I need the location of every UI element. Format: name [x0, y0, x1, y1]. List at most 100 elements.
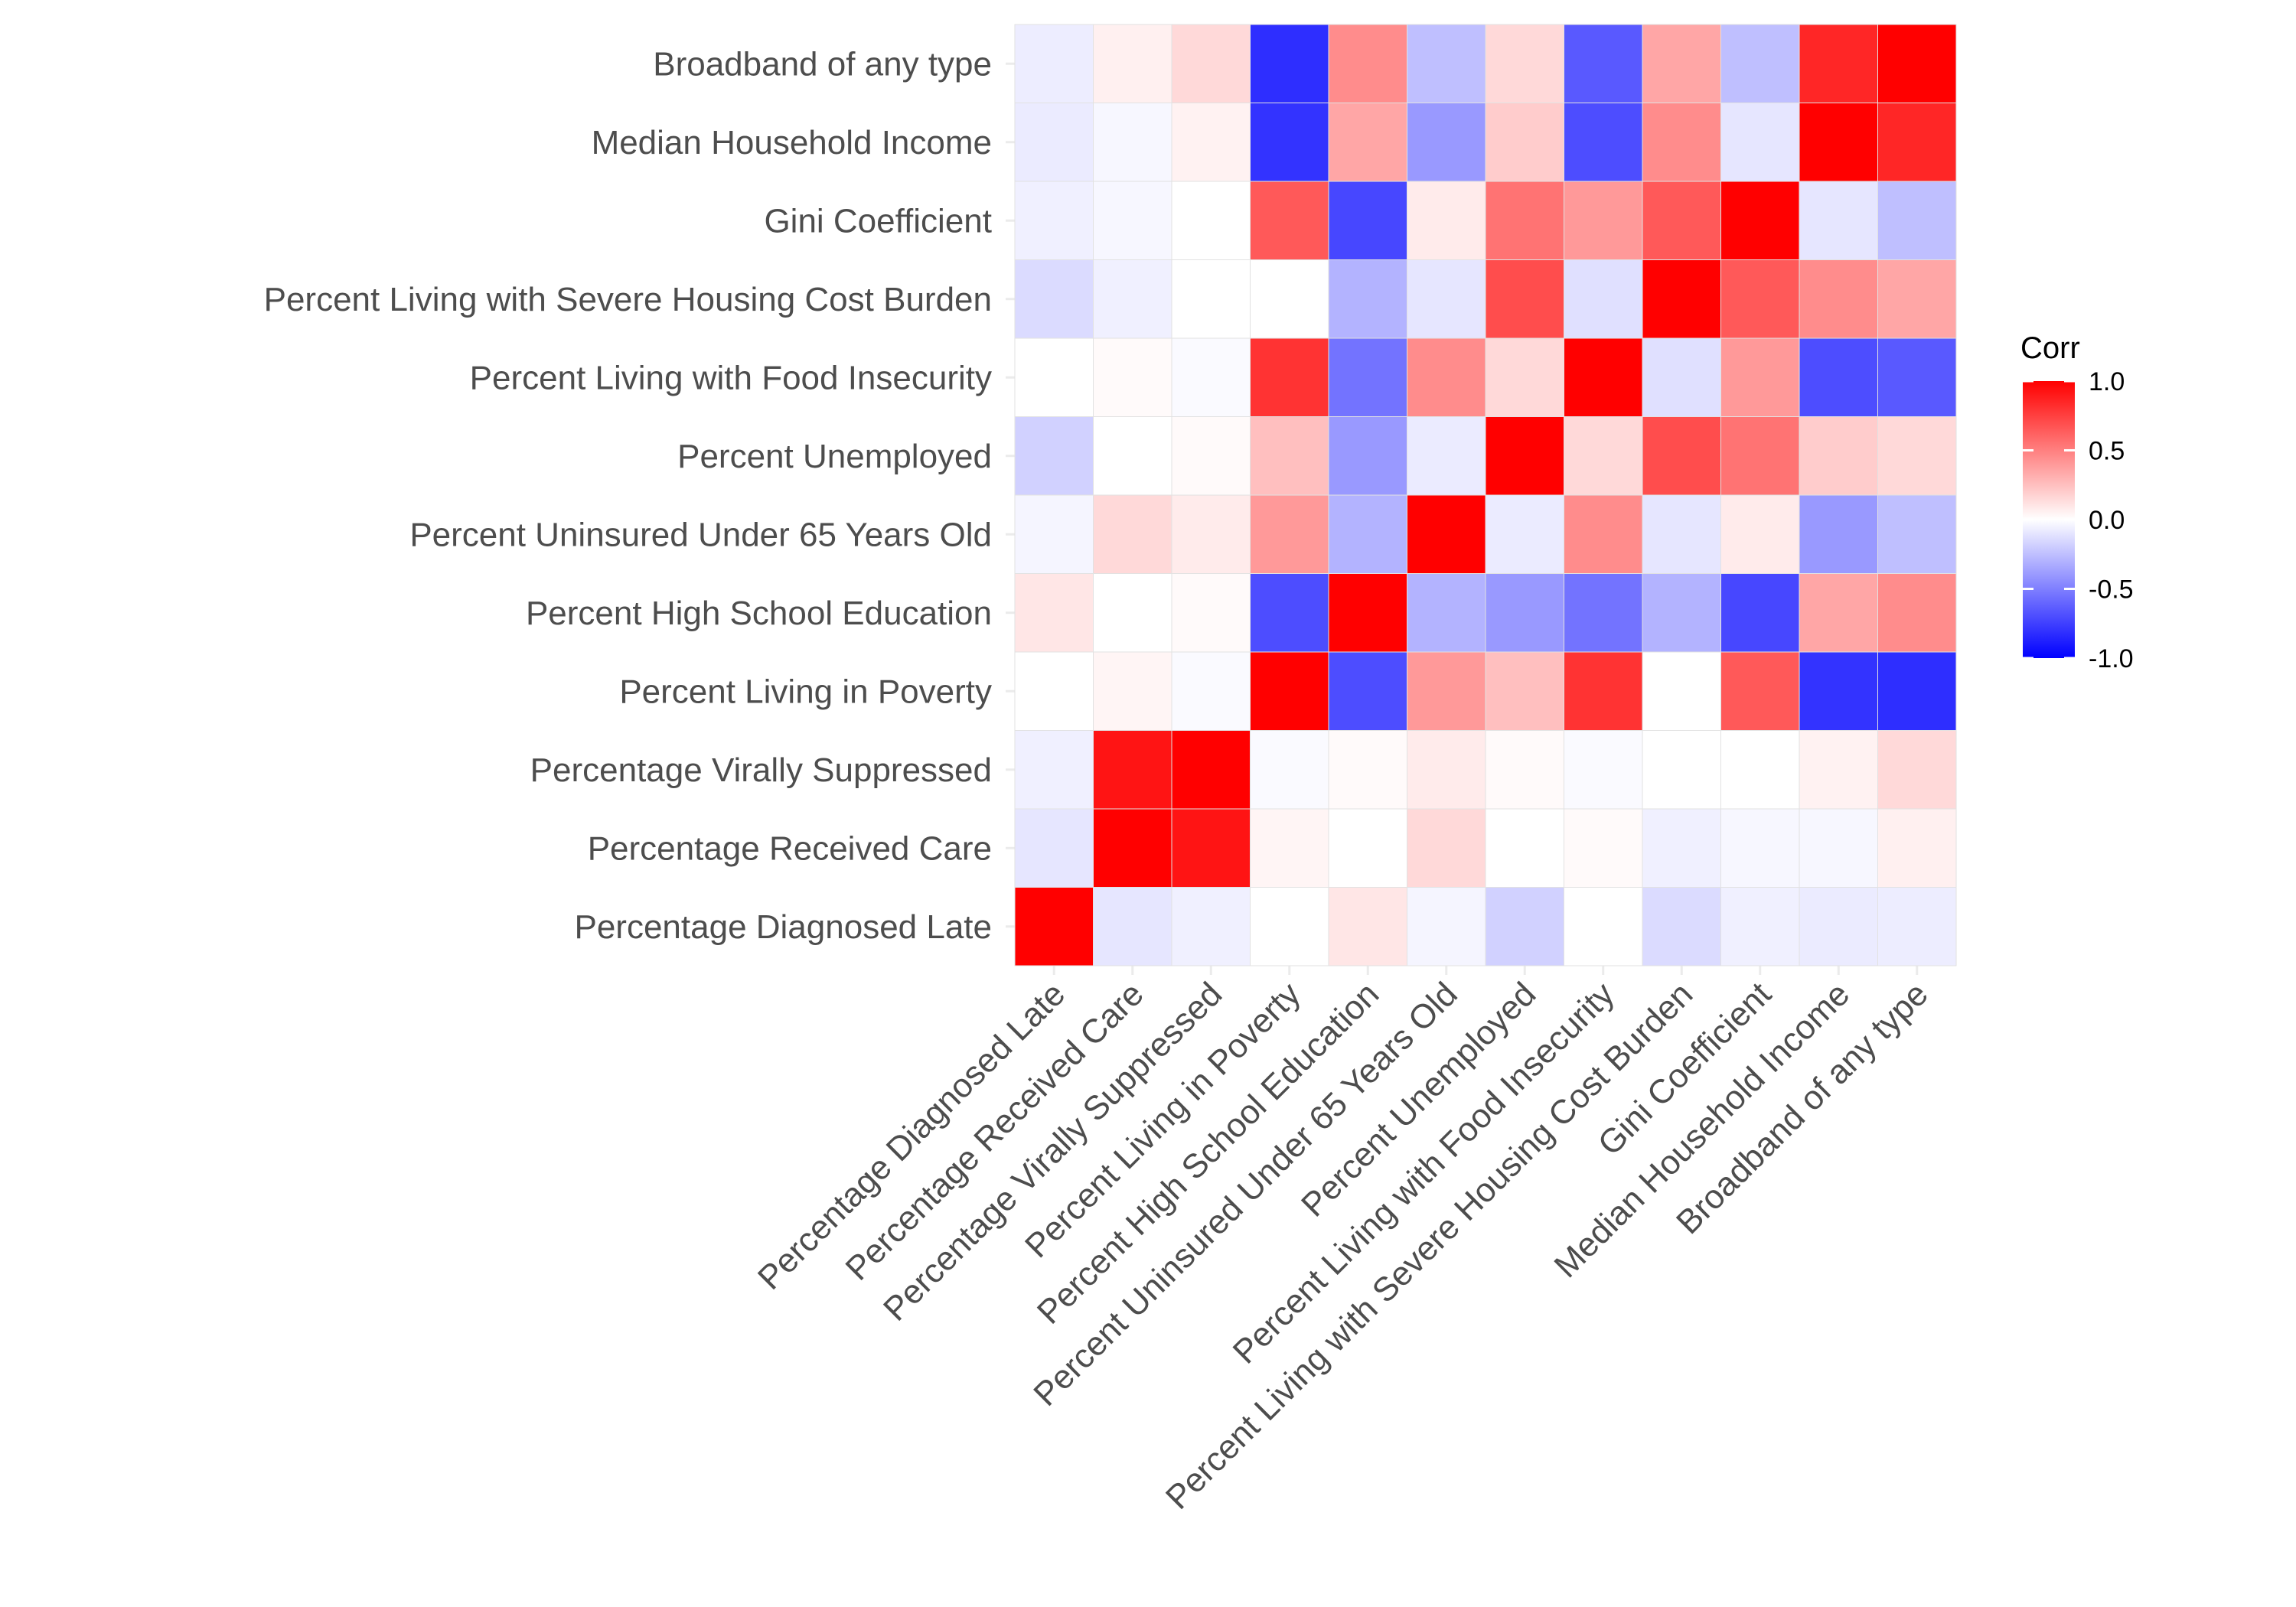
- heatmap-cell: [1407, 887, 1486, 966]
- heatmap-cell: [1485, 259, 1564, 339]
- heatmap-cell: [1564, 24, 1643, 103]
- heatmap-cell: [1564, 416, 1643, 496]
- heatmap-cell: [1171, 808, 1251, 888]
- heatmap-cell: [1642, 573, 1721, 653]
- heatmap-cell: [1564, 181, 1643, 260]
- heatmap-cell: [1799, 259, 1878, 339]
- heatmap-cell: [1093, 416, 1172, 496]
- heatmap-cell: [1642, 494, 1721, 574]
- heatmap-cell: [1485, 730, 1564, 810]
- heatmap-cell: [1407, 730, 1486, 810]
- heatmap-cell: [1171, 337, 1251, 417]
- heatmap-cell: [1250, 181, 1329, 260]
- heatmap-cell: [1014, 494, 1094, 574]
- heatmap-cell: [1014, 887, 1094, 966]
- heatmap-cell: [1485, 337, 1564, 417]
- heatmap-cell: [1564, 337, 1643, 417]
- legend-tick-label: -1.0: [2089, 644, 2134, 673]
- heatmap-cell: [1720, 573, 1800, 653]
- heatmap-cell: [1799, 24, 1878, 103]
- legend-ticks: 1.0 0.5 0.0 -0.5 -1.0: [2023, 367, 2134, 673]
- heatmap-cell: [1720, 24, 1800, 103]
- heatmap-cell: [1328, 887, 1407, 966]
- heatmap-cell: [1877, 808, 1957, 888]
- heatmap-cell: [1720, 181, 1800, 260]
- heatmap-cell: [1250, 103, 1329, 182]
- heatmap-cell: [1014, 730, 1094, 810]
- heatmap-cell: [1642, 808, 1721, 888]
- y-tick-label: Median Household Income: [592, 124, 992, 161]
- heatmap-cell: [1014, 337, 1094, 417]
- heatmap-cell: [1564, 887, 1643, 966]
- heatmap-cell: [1093, 103, 1172, 182]
- heatmap-cell: [1799, 730, 1878, 810]
- legend-title: Corr: [2020, 331, 2080, 365]
- y-axis-labels: Percentage Diagnosed Late Percentage Rece…: [264, 45, 992, 946]
- heatmap-cell: [1093, 259, 1172, 339]
- heatmap-cell: [1720, 259, 1800, 339]
- heatmap-cell: [1720, 103, 1800, 182]
- heatmap-cell: [1250, 494, 1329, 574]
- heatmap-cell: [1642, 730, 1721, 810]
- heatmap-cell: [1642, 651, 1721, 731]
- y-tick-label: Gini Coefficient: [764, 202, 992, 240]
- heatmap-cell: [1564, 573, 1643, 653]
- heatmap-cell: [1564, 494, 1643, 574]
- heatmap-cell: [1171, 24, 1251, 103]
- heatmap-cell: [1250, 887, 1329, 966]
- y-tick-label: Percent Unemployed: [677, 438, 992, 475]
- heatmap-cell: [1250, 24, 1329, 103]
- heatmap-cell: [1328, 181, 1407, 260]
- heatmap-cell: [1642, 337, 1721, 417]
- heatmap-cell: [1328, 730, 1407, 810]
- heatmap-cell: [1093, 808, 1172, 888]
- heatmap-cell: [1642, 24, 1721, 103]
- heatmap-cell: [1564, 730, 1643, 810]
- heatmap-cell: [1564, 103, 1643, 182]
- heatmap-cell: [1485, 103, 1564, 182]
- heatmap-cell: [1093, 651, 1172, 731]
- legend-tick-label: 0.5: [2089, 437, 2125, 466]
- heatmap-cell: [1799, 573, 1878, 653]
- heatmap-cell: [1564, 651, 1643, 731]
- heatmap-cell: [1250, 573, 1329, 653]
- heatmap-cell: [1250, 808, 1329, 888]
- heatmap-cell: [1485, 416, 1564, 496]
- heatmap-cell: [1407, 24, 1486, 103]
- heatmap-cell: [1877, 730, 1957, 810]
- heatmap-cell: [1328, 651, 1407, 731]
- heatmap-cell: [1171, 181, 1251, 260]
- y-tick-label: Percent Living with Food Insecurity: [470, 359, 992, 396]
- heatmap-cell: [1720, 887, 1800, 966]
- heatmap-cell: [1877, 573, 1957, 653]
- heatmap-cell: [1093, 337, 1172, 417]
- heatmap-cell: [1407, 573, 1486, 653]
- heatmap-cell: [1720, 337, 1800, 417]
- heatmap-cell: [1799, 651, 1878, 731]
- y-tick-label: Percentage Virally Suppressed: [530, 751, 992, 789]
- heatmap-cell: [1799, 181, 1878, 260]
- heatmap-cell: [1407, 259, 1486, 339]
- heatmap-cell: [1171, 887, 1251, 966]
- heatmap-cell: [1014, 103, 1094, 182]
- heatmap-cell: [1485, 573, 1564, 653]
- heatmap-cell: [1720, 651, 1800, 731]
- heatmap-cell: [1171, 651, 1251, 731]
- heatmap-cell: [1250, 730, 1329, 810]
- heatmap-cell: [1642, 259, 1721, 339]
- heatmap-cell: [1564, 808, 1643, 888]
- legend-tick-label: -0.5: [2089, 575, 2134, 605]
- heatmap-cell: [1250, 651, 1329, 731]
- heatmap-cell: [1407, 416, 1486, 496]
- heatmap-cell: [1877, 651, 1957, 731]
- heatmap-cell: [1720, 808, 1800, 888]
- heatmap-cell: [1642, 416, 1721, 496]
- heatmap-cell: [1328, 259, 1407, 339]
- x-tick-label: Percentage Diagnosed Late: [751, 975, 1072, 1296]
- heatmap-cell: [1642, 887, 1721, 966]
- heatmap-cell: [1799, 808, 1878, 888]
- heatmap-cell: [1093, 24, 1172, 103]
- heatmap-cell: [1877, 181, 1957, 260]
